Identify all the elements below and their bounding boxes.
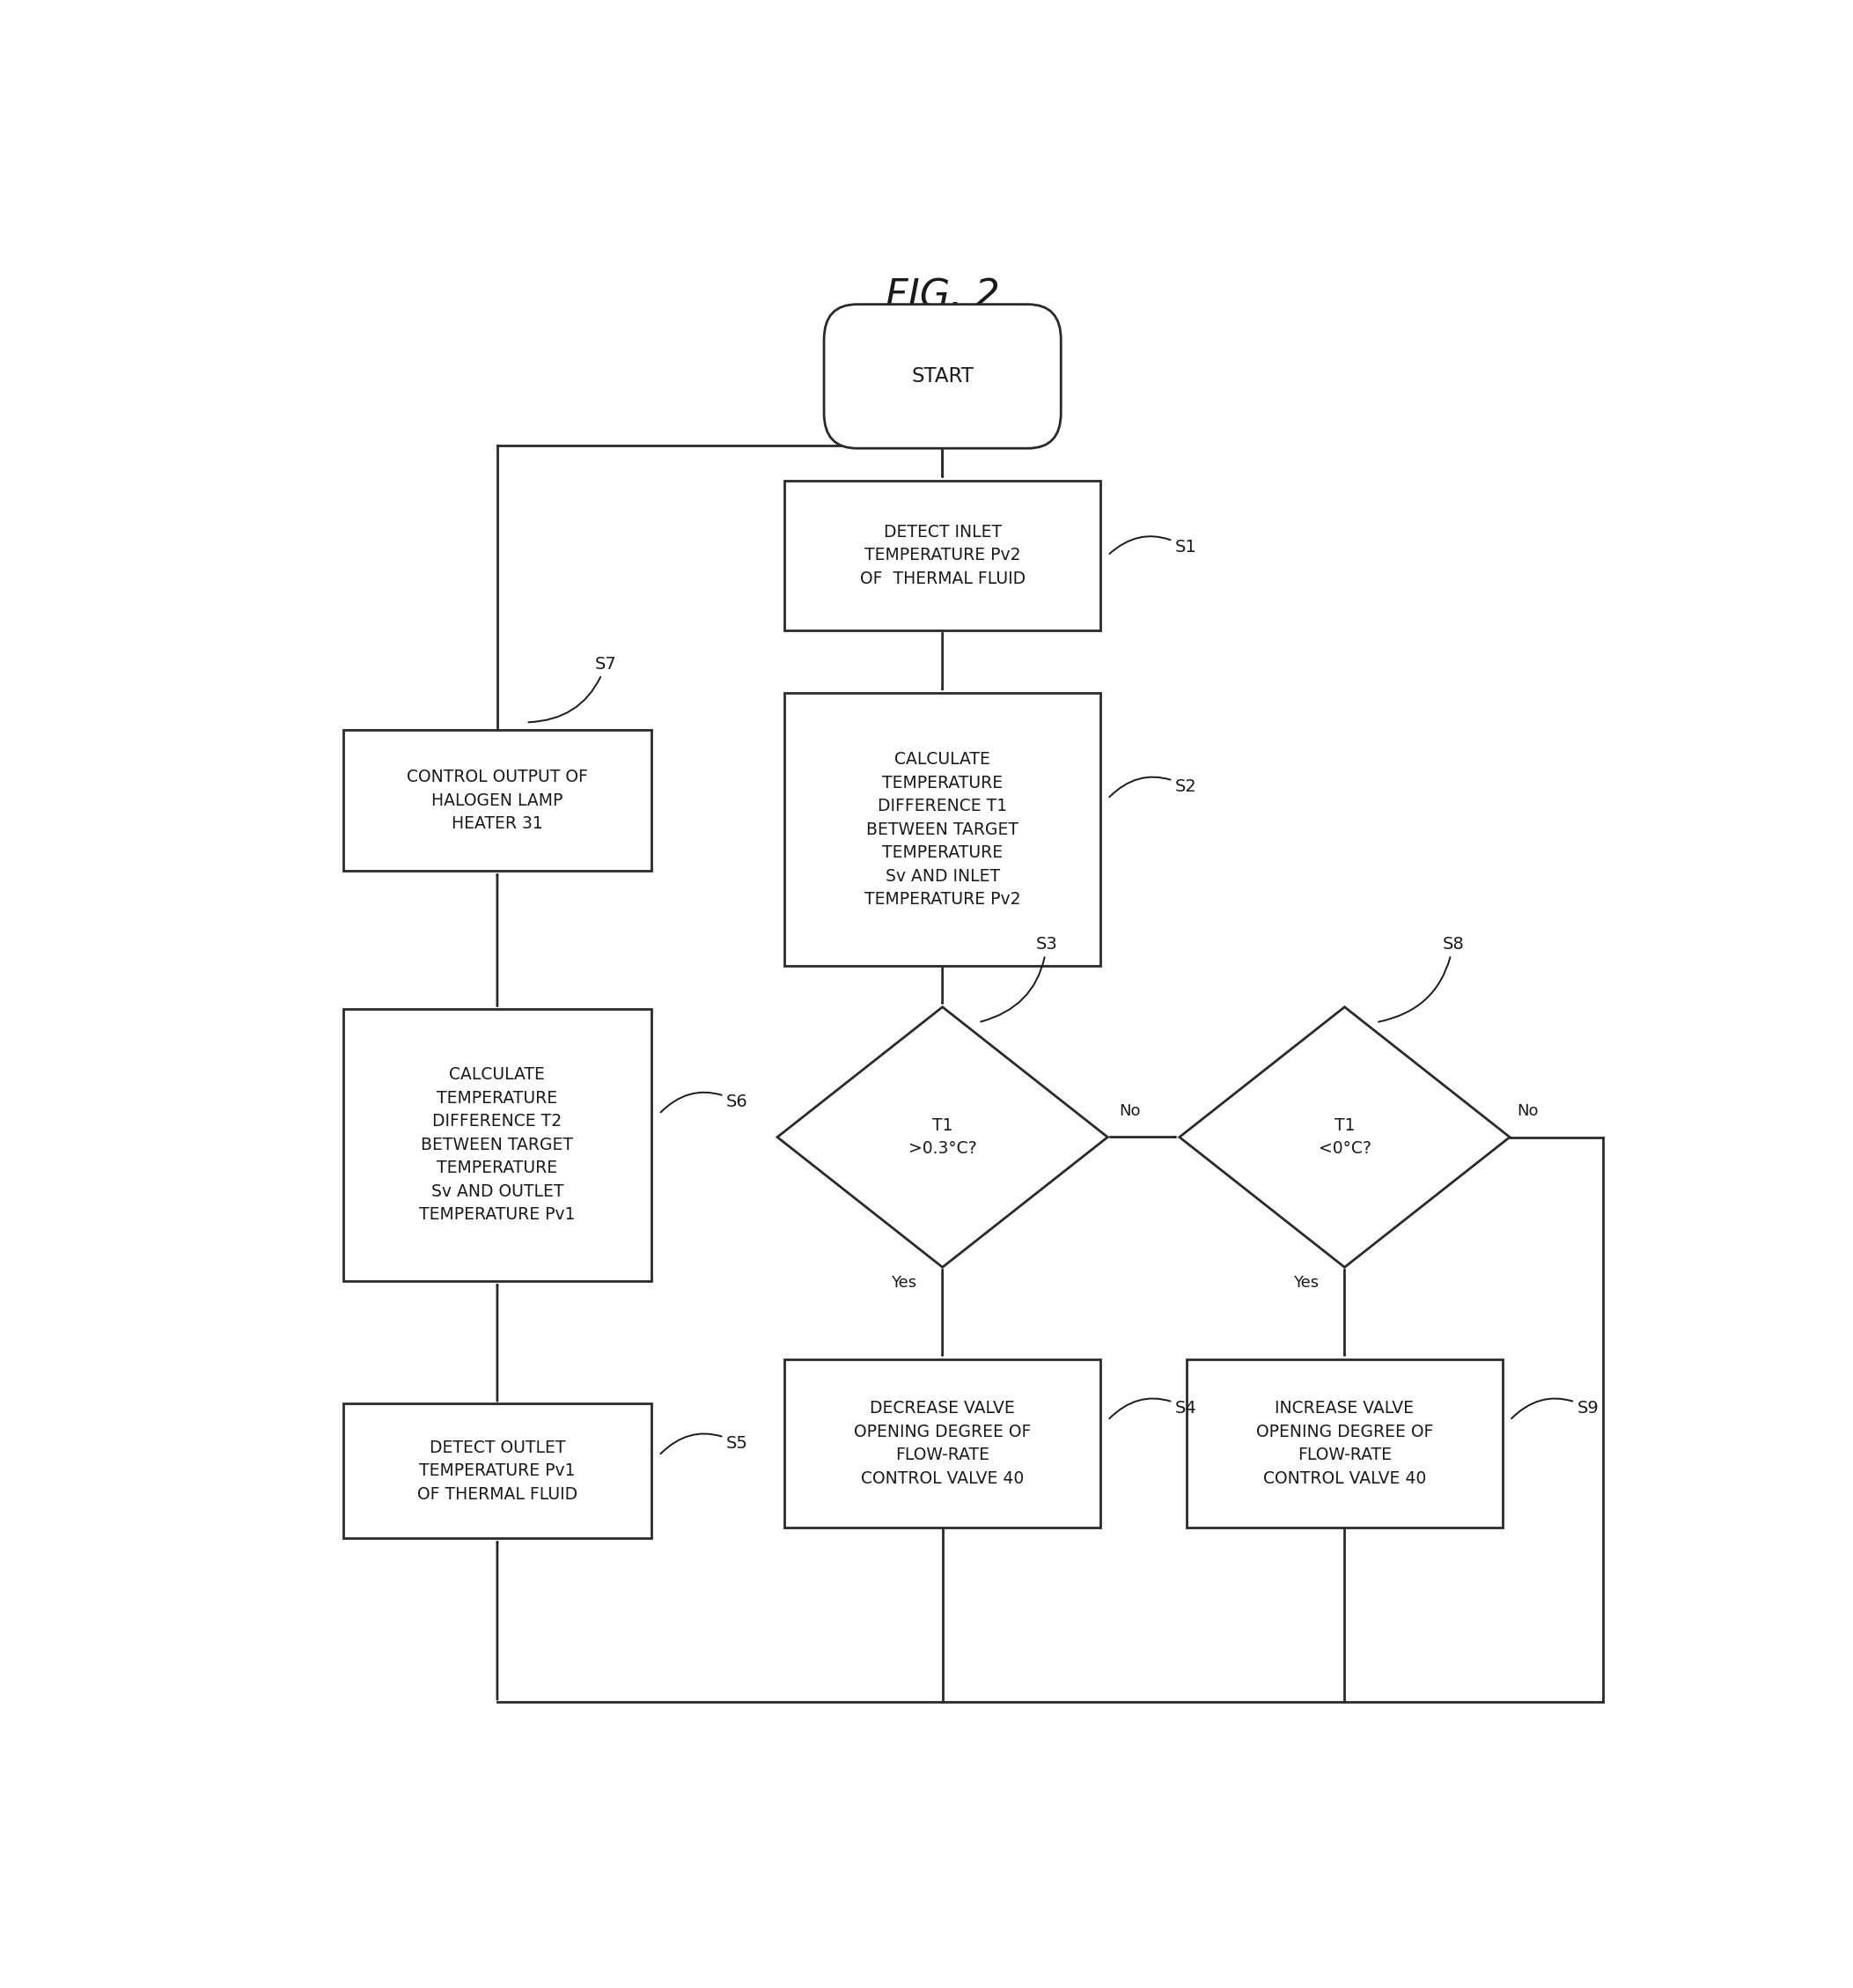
Text: S2: S2 bbox=[1110, 777, 1197, 797]
Text: CONTROL OUTPUT OF
HALOGEN LAMP
HEATER 31: CONTROL OUTPUT OF HALOGEN LAMP HEATER 31 bbox=[406, 769, 587, 833]
Polygon shape bbox=[1179, 1008, 1510, 1266]
Text: FIG. 2: FIG. 2 bbox=[886, 278, 999, 316]
Text: DETECT OUTLET
TEMPERATURE Pv1
OF THERMAL FLUID: DETECT OUTLET TEMPERATURE Pv1 OF THERMAL… bbox=[417, 1439, 578, 1503]
Text: Yes: Yes bbox=[891, 1274, 917, 1290]
Text: S8: S8 bbox=[1379, 936, 1464, 1022]
FancyBboxPatch shape bbox=[343, 1008, 652, 1280]
Text: S4: S4 bbox=[1110, 1398, 1197, 1419]
Text: CALCULATE
TEMPERATURE
DIFFERENCE T2
BETWEEN TARGET
TEMPERATURE
Sv AND OUTLET
TEM: CALCULATE TEMPERATURE DIFFERENCE T2 BETW… bbox=[419, 1066, 576, 1223]
Text: No: No bbox=[1518, 1103, 1538, 1119]
FancyBboxPatch shape bbox=[784, 1360, 1101, 1527]
Text: S5: S5 bbox=[660, 1433, 749, 1453]
FancyBboxPatch shape bbox=[784, 694, 1101, 966]
Text: S7: S7 bbox=[528, 656, 617, 722]
Text: S3: S3 bbox=[980, 936, 1058, 1022]
Text: No: No bbox=[1119, 1103, 1141, 1119]
Polygon shape bbox=[778, 1008, 1108, 1266]
Text: S9: S9 bbox=[1512, 1398, 1599, 1419]
Text: T1
>0.3°C?: T1 >0.3°C? bbox=[908, 1117, 977, 1157]
FancyBboxPatch shape bbox=[784, 481, 1101, 630]
Text: T1
<0°C?: T1 <0°C? bbox=[1317, 1117, 1371, 1157]
Text: Yes: Yes bbox=[1293, 1274, 1319, 1290]
Text: DETECT INLET
TEMPERATURE Pv2
OF  THERMAL FLUID: DETECT INLET TEMPERATURE Pv2 OF THERMAL … bbox=[860, 523, 1025, 586]
FancyBboxPatch shape bbox=[1186, 1360, 1503, 1527]
Text: INCREASE VALVE
OPENING DEGREE OF
FLOW-RATE
CONTROL VALVE 40: INCREASE VALVE OPENING DEGREE OF FLOW-RA… bbox=[1256, 1400, 1432, 1487]
Text: S1: S1 bbox=[1110, 537, 1197, 557]
FancyBboxPatch shape bbox=[343, 1404, 652, 1539]
FancyBboxPatch shape bbox=[343, 730, 652, 871]
Text: S6: S6 bbox=[660, 1091, 749, 1113]
Text: DECREASE VALVE
OPENING DEGREE OF
FLOW-RATE
CONTROL VALVE 40: DECREASE VALVE OPENING DEGREE OF FLOW-RA… bbox=[854, 1400, 1030, 1487]
Text: START: START bbox=[912, 366, 973, 386]
FancyBboxPatch shape bbox=[825, 304, 1062, 449]
Text: CALCULATE
TEMPERATURE
DIFFERENCE T1
BETWEEN TARGET
TEMPERATURE
Sv AND INLET
TEMP: CALCULATE TEMPERATURE DIFFERENCE T1 BETW… bbox=[863, 751, 1021, 909]
